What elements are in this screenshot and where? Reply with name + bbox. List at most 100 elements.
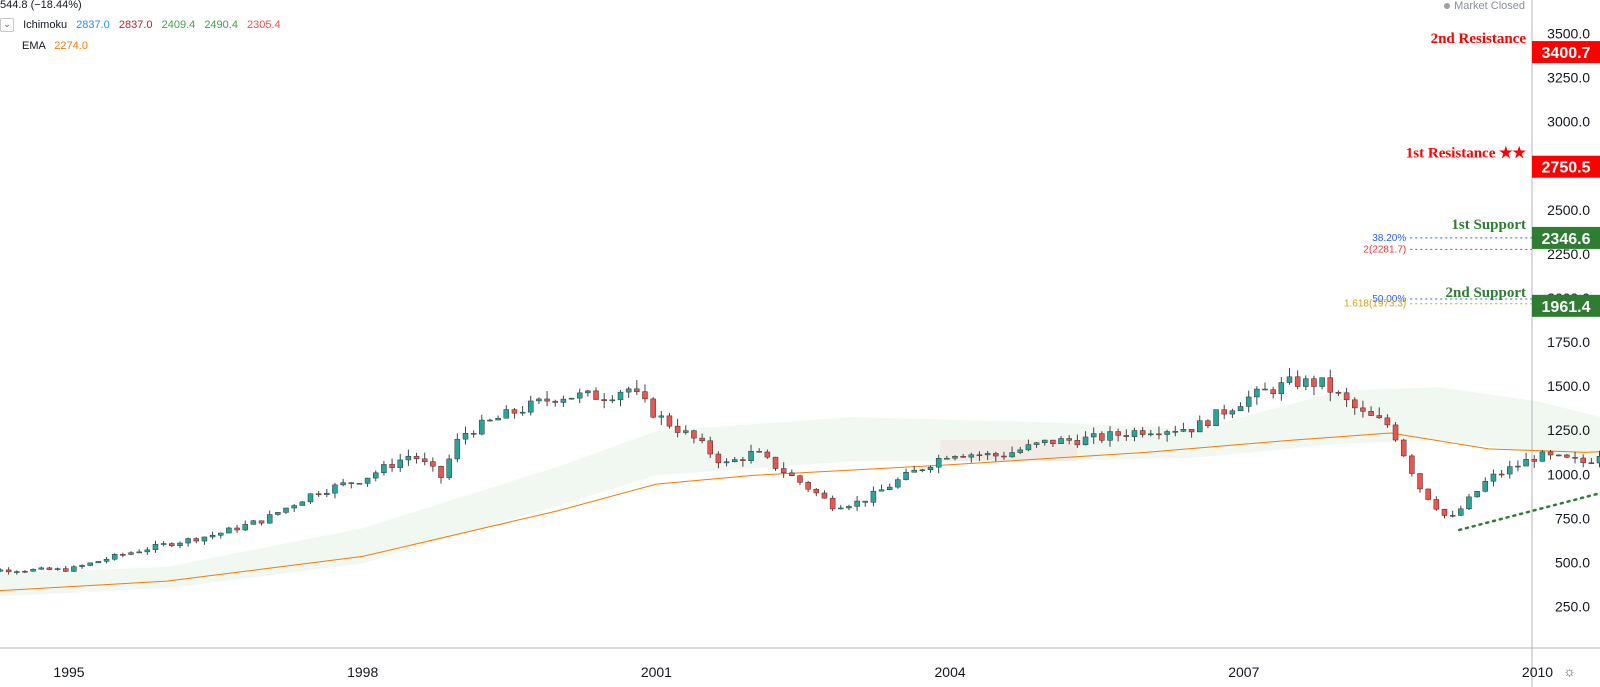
fib-label: 50.00% [1372, 294, 1406, 305]
candle [1368, 411, 1374, 416]
candle [103, 558, 110, 562]
candle [1278, 382, 1285, 395]
candle [446, 458, 452, 478]
candle [348, 482, 355, 484]
candle [935, 457, 942, 468]
y-tick-label: 250.0 [1555, 599, 1590, 615]
level-price-text: 2750.5 [1542, 160, 1591, 177]
candle [699, 437, 705, 442]
level-price-tag [1532, 41, 1600, 64]
candle [764, 451, 771, 458]
candle [691, 430, 697, 439]
candle [193, 538, 200, 542]
candle [111, 554, 118, 560]
candle [756, 451, 762, 453]
candle [968, 454, 975, 458]
candle [1498, 473, 1505, 476]
candle [919, 469, 926, 471]
candle [1107, 431, 1113, 441]
candle [87, 562, 93, 566]
candle [1564, 454, 1570, 458]
candle [299, 501, 306, 506]
fib-label: 1.618(1973.3) [1344, 299, 1406, 310]
ema-label[interactable]: EMA [22, 40, 46, 52]
candle [772, 456, 779, 469]
candle [780, 468, 787, 474]
candle [177, 542, 183, 546]
chevron-down-icon[interactable]: ⌄ [0, 18, 14, 32]
candle [1221, 409, 1227, 415]
candle [438, 466, 444, 478]
candle [1066, 438, 1072, 441]
candle [952, 456, 958, 459]
candle [1482, 480, 1489, 492]
level-label: 1st Support [1451, 217, 1526, 233]
candle [544, 398, 550, 402]
candle [226, 527, 232, 534]
y-tick-label: 750.0 [1555, 510, 1590, 526]
candle [1213, 409, 1219, 427]
level-label: 2nd Support [1446, 285, 1526, 301]
ema-line [0, 432, 1600, 592]
candle [1572, 457, 1578, 459]
fib-label: 38.20% [1372, 233, 1406, 244]
candle [740, 459, 746, 461]
candle [1507, 466, 1513, 475]
candle [38, 567, 45, 570]
y-tick-label: 500.0 [1555, 554, 1590, 570]
candle [1090, 433, 1097, 438]
candle [1262, 388, 1268, 391]
y-tick-label: 2500.0 [1547, 202, 1590, 218]
candle [144, 549, 151, 553]
y-tick-label: 2250.0 [1547, 246, 1590, 262]
candle [625, 388, 632, 393]
candle [201, 536, 208, 542]
candle [503, 409, 510, 419]
candle [821, 492, 828, 499]
candle [22, 570, 28, 573]
candle [993, 453, 999, 457]
change-readout: 544.8 (−18.44%) [0, 0, 82, 11]
candle [1033, 442, 1040, 445]
candle [1180, 429, 1187, 432]
x-tick-label: 1995 [53, 664, 84, 680]
y-tick-label: 3500.0 [1547, 26, 1590, 42]
candle [1441, 508, 1448, 516]
x-tick-label: 2007 [1228, 664, 1259, 680]
candle [838, 507, 844, 510]
candle [552, 400, 558, 403]
candle [1523, 459, 1529, 467]
level-price-text: 1961.4 [1542, 299, 1591, 316]
ichimoku-value-1: 2837.0 [76, 18, 110, 31]
candle [430, 461, 436, 467]
level-price-tag [1532, 226, 1600, 249]
candle [658, 415, 665, 418]
ichimoku-label[interactable]: Ichimoku [23, 18, 68, 31]
candle [854, 500, 860, 507]
candle [1580, 457, 1586, 464]
ichimoku-cloud-bearish-0 [940, 440, 1078, 462]
candle [405, 455, 412, 461]
candle [1515, 465, 1521, 468]
candle [576, 392, 583, 399]
market-status: Market Closed [1444, 0, 1525, 12]
candle [1229, 410, 1236, 415]
candle [1384, 417, 1391, 426]
x-tick-label: 2001 [641, 664, 672, 680]
ichimoku-value-2: 2837.0 [118, 18, 153, 31]
level-price-text: 2346.6 [1542, 231, 1591, 248]
candle [895, 479, 901, 488]
candle [1531, 459, 1537, 462]
candle [1074, 440, 1081, 446]
candle [1123, 435, 1130, 437]
candle [911, 469, 917, 473]
candle [1360, 407, 1366, 412]
candle [528, 400, 534, 413]
level-price-tag [1532, 155, 1600, 178]
candle [307, 493, 314, 503]
candle [1205, 420, 1211, 427]
gear-icon[interactable]: ☼ [1563, 663, 1576, 679]
candle [1466, 496, 1472, 510]
candle [324, 492, 330, 495]
